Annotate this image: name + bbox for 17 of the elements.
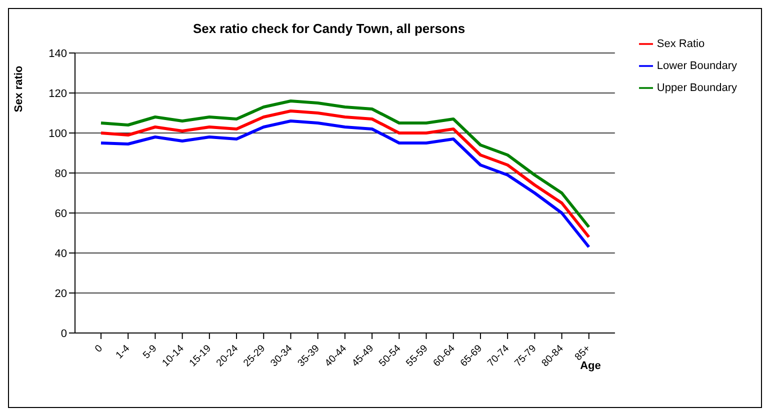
- x-tick-label: 5-9: [141, 342, 160, 362]
- x-axis-title: Age: [580, 360, 601, 372]
- y-tick-label: 0: [60, 328, 67, 340]
- legend-label: Upper Boundary: [656, 82, 737, 94]
- legend-label: Lower Boundary: [656, 60, 737, 72]
- y-tick-label: 80: [54, 168, 67, 180]
- y-tick-label: 40: [54, 248, 67, 260]
- legend-label: Sex Ratio: [656, 38, 705, 50]
- x-tick-label: 1-4: [114, 342, 132, 362]
- y-tick-label: 100: [48, 128, 67, 140]
- x-tick-label: 0: [93, 342, 106, 355]
- y-tick-label: 60: [54, 208, 67, 220]
- y-tick-label: 120: [48, 88, 67, 100]
- y-axis-title: Sex ratio: [13, 66, 25, 112]
- chart-title: Sex ratio check for Candy Town, all persons: [192, 21, 466, 36]
- y-tick-label: 20: [54, 288, 67, 300]
- y-tick-label: 140: [48, 48, 67, 60]
